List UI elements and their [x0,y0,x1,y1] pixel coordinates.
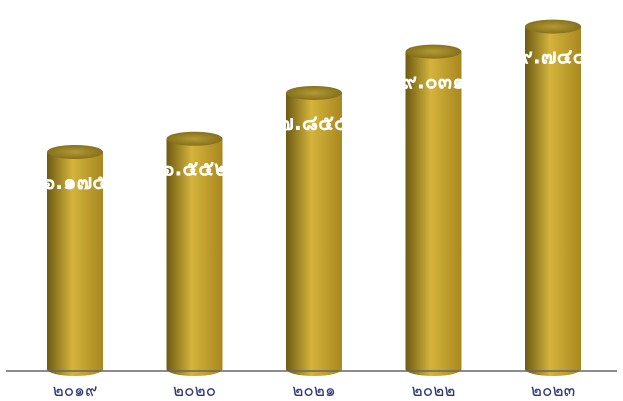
x-tick-labels: ๒๐๑๙ ๒๐๒๐ ๒๐๒๑ ๒๐๒๒ ๒๐๒๓ [53,381,576,401]
bar-body [166,138,223,376]
bar-body [525,26,581,377]
data-label: ๙.๗๔๔ [518,45,589,69]
data-label: ๗.๘๕๕ [278,111,350,135]
bar-body [286,92,342,377]
data-label: ๙.๐๓๑ [402,70,466,94]
x-tick-label: ๒๐๑๙ [53,381,98,401]
bar-top [47,144,103,159]
bar-top [166,131,223,146]
data-label: ๖.๑๗๕ [41,170,108,194]
bar-๒๐๑๙: ๖.๑๗๕ [41,144,108,376]
bar-๒๐๒๑: ๗.๘๕๕ [278,85,350,377]
bar-๒๐๒๒: ๙.๐๓๑ [402,44,466,377]
bar-๒๐๒๓: ๙.๗๔๔ [518,19,589,377]
bars-layer: ๖.๑๗๕ ๖.๕๕๒ ๗.๘๕๕ ๙.๐๓๑ ๙.๗๔๔ [41,19,589,377]
x-tick-label: ๒๐๒๐ [173,381,216,401]
bar-top [525,19,581,34]
x-tick-label: ๒๐๒๑ [292,381,336,401]
data-label: ๖.๕๕๒ [160,157,228,181]
bar-body [405,51,462,377]
bar-top [286,85,342,100]
bar-๒๐๒๐: ๖.๕๕๒ [160,131,228,376]
x-tick-label: ๒๐๒๒ [412,381,456,401]
bar-top [405,44,462,59]
bar-body [47,151,103,376]
x-tick-label: ๒๐๒๓ [531,381,575,401]
